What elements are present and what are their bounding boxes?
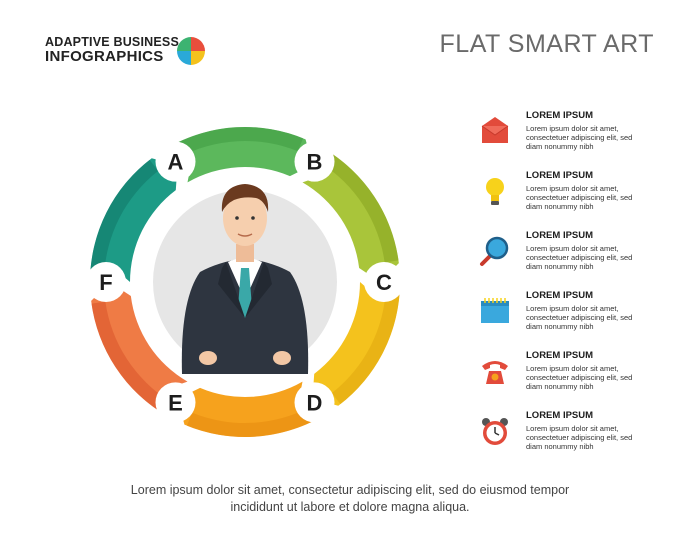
list-item-title: LOREM IPSUM bbox=[526, 350, 594, 361]
businessman-illustration bbox=[181, 184, 309, 374]
alarm-clock-icon bbox=[482, 418, 508, 445]
ring-segment-d bbox=[312, 282, 400, 406]
page-title: FLAT SMART ART bbox=[439, 30, 654, 58]
ring-segment-f bbox=[91, 282, 188, 417]
segment-label-bubble bbox=[155, 382, 196, 423]
ring-segment-band bbox=[319, 150, 399, 263]
logo: ADAPTIVE BUSINESS INFOGRAPHICS bbox=[45, 35, 205, 66]
footer-line2: incididunt ut labore et dolore magna ali… bbox=[230, 499, 470, 514]
magnifier-icon bbox=[480, 236, 509, 266]
list-item-desc: Lorem ipsum dolor sit amet, consectetuer… bbox=[526, 424, 633, 451]
logo-line1: ADAPTIVE BUSINESS bbox=[45, 35, 179, 49]
list-item: LOREM IPSUM Lorem ipsum dolor sit amet, … bbox=[478, 350, 678, 410]
segment-label-b: B bbox=[307, 150, 323, 175]
list-item-desc: Lorem ipsum dolor sit amet, consectetuer… bbox=[526, 184, 633, 211]
list-item-desc: Lorem ipsum dolor sit amet, consectetuer… bbox=[526, 244, 633, 271]
list-item-desc: Lorem ipsum dolor sit amet, consectetuer… bbox=[526, 364, 633, 391]
logo-pie-icon bbox=[177, 37, 205, 65]
segment-label-bubble bbox=[155, 141, 196, 182]
cycle-diagram: A B C D E F bbox=[86, 126, 404, 437]
segment-label-c: C bbox=[376, 270, 392, 295]
logo-text: ADAPTIVE BUSINESS INFOGRAPHICS bbox=[45, 35, 179, 66]
ring-segment-c bbox=[302, 147, 399, 282]
list-item-title: LOREM IPSUM bbox=[526, 290, 594, 301]
telephone-icon bbox=[482, 361, 508, 384]
list-item-desc: Lorem ipsum dolor sit amet, consectetuer… bbox=[526, 304, 633, 331]
list-item-title: LOREM IPSUM bbox=[526, 230, 594, 241]
logo-line2: INFOGRAPHICS bbox=[45, 48, 164, 66]
list-item: LOREM IPSUM Lorem ipsum dolor sit amet, … bbox=[478, 230, 678, 290]
info-list: LOREM IPSUM Lorem ipsum dolor sit amet, … bbox=[478, 110, 678, 470]
segment-label-bubble bbox=[364, 262, 404, 302]
segment-label-d: D bbox=[307, 390, 323, 415]
segment-label-f: F bbox=[99, 270, 112, 295]
lightbulb-icon bbox=[486, 178, 504, 205]
list-item-desc: Lorem ipsum dolor sit amet, consectetuer… bbox=[526, 124, 633, 151]
list-item: LOREM IPSUM Lorem ipsum dolor sit amet, … bbox=[478, 110, 678, 170]
list-item: LOREM IPSUM Lorem ipsum dolor sit amet, … bbox=[478, 170, 678, 230]
ring-segments bbox=[90, 126, 400, 437]
list-item: LOREM IPSUM Lorem ipsum dolor sit amet, … bbox=[478, 290, 678, 350]
footer-line1: Lorem ipsum dolor sit amet, consectetur … bbox=[130, 483, 570, 497]
list-item-title: LOREM IPSUM bbox=[526, 170, 594, 181]
segment-label-bubble bbox=[294, 141, 335, 182]
segment-label-bubble bbox=[294, 382, 335, 423]
ring-segment-band bbox=[172, 126, 304, 158]
list-item-title: LOREM IPSUM bbox=[526, 110, 594, 121]
segment-label-a: A bbox=[168, 150, 184, 175]
ring-segment-band bbox=[91, 301, 171, 414]
ring-segment-band bbox=[90, 159, 159, 278]
list-item: LOREM IPSUM Lorem ipsum dolor sit amet, … bbox=[478, 410, 678, 470]
ring-labels: A B C D E F bbox=[86, 141, 404, 423]
segment-label-e: E bbox=[168, 390, 183, 415]
ring-segment-band bbox=[186, 406, 318, 437]
ring-segment-band bbox=[331, 286, 400, 405]
footer-text: Lorem ipsum dolor sit amet, consectetur … bbox=[80, 482, 620, 516]
list-item-title: LOREM IPSUM bbox=[526, 410, 594, 421]
segment-label-bubble bbox=[86, 262, 126, 302]
envelope-icon bbox=[481, 117, 509, 143]
ring-segment-a bbox=[90, 158, 178, 282]
calendar-icon bbox=[481, 298, 509, 323]
